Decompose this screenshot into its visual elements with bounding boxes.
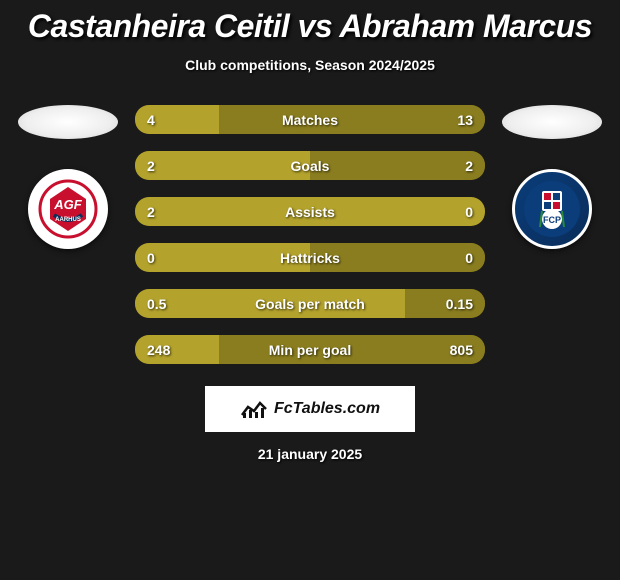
source-label: FcTables.com xyxy=(274,400,380,418)
left-player-column: AGF AARHUS xyxy=(13,105,123,249)
stat-value-left: 4 xyxy=(147,105,155,134)
stat-row: Min per goal248 805 xyxy=(135,335,485,364)
right-club-crest: FCP xyxy=(512,169,592,249)
stat-label: Assists xyxy=(135,197,485,226)
stat-value-right: 13 xyxy=(457,105,473,134)
stat-row: Matches4 13 xyxy=(135,105,485,134)
stat-value-right: 0.15 xyxy=(446,289,473,318)
subtitle: Club competitions, Season 2024/2025 xyxy=(0,57,620,73)
stat-value-left: 248 xyxy=(147,335,170,364)
stat-value-right: 805 xyxy=(450,335,473,364)
stat-row: Goals2 2 xyxy=(135,151,485,180)
stat-bars: Matches413Goals22Assists20Hattricks00Goa… xyxy=(135,105,485,364)
date-label: 21 january 2025 xyxy=(0,446,620,462)
stat-value-left: 0.5 xyxy=(147,289,166,318)
right-player-column: FCP xyxy=(497,105,607,249)
left-club-crest: AGF AARHUS xyxy=(28,169,108,249)
stat-value-left: 2 xyxy=(147,197,155,226)
stat-label: Hattricks xyxy=(135,243,485,272)
main-row: AGF AARHUS Matches413Goals22Assists20Hat… xyxy=(0,105,620,364)
svg-text:AGF: AGF xyxy=(53,197,83,212)
stat-value-left: 2 xyxy=(147,151,155,180)
stat-value-left: 0 xyxy=(147,243,155,272)
source-badge: FcTables.com xyxy=(205,386,415,432)
svg-text:AARHUS: AARHUS xyxy=(55,217,81,223)
stat-value-right: 0 xyxy=(465,243,473,272)
stat-label: Matches xyxy=(135,105,485,134)
right-player-silhouette xyxy=(502,105,602,139)
stat-label: Min per goal xyxy=(135,335,485,364)
porto-crest-icon: FCP xyxy=(522,179,582,239)
stat-label: Goals xyxy=(135,151,485,180)
stat-value-right: 0 xyxy=(465,197,473,226)
stat-value-right: 2 xyxy=(465,151,473,180)
stat-row: Assists2 0 xyxy=(135,197,485,226)
page-title: Castanheira Ceitil vs Abraham Marcus xyxy=(0,8,620,45)
left-player-silhouette xyxy=(18,105,118,139)
svg-text:FCP: FCP xyxy=(543,215,561,225)
stat-row: Goals per match0.5 0.15 xyxy=(135,289,485,318)
agf-crest-icon: AGF AARHUS xyxy=(38,179,98,239)
chart-icon xyxy=(240,399,268,419)
stat-row: Hattricks0 0 xyxy=(135,243,485,272)
comparison-card: Castanheira Ceitil vs Abraham Marcus Clu… xyxy=(0,0,620,462)
stat-label: Goals per match xyxy=(135,289,485,318)
